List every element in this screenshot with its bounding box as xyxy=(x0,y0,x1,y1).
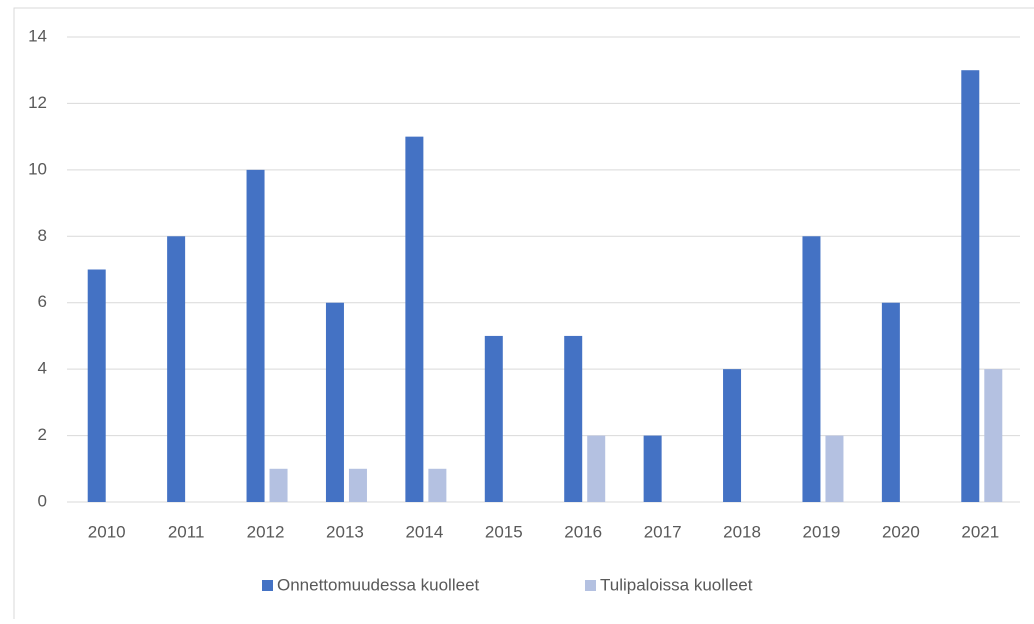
x-tick-label: 2017 xyxy=(644,522,682,541)
y-tick-label: 10 xyxy=(28,159,47,178)
bar xyxy=(961,70,980,502)
legend-swatch xyxy=(585,580,596,591)
x-tick-label: 2015 xyxy=(485,522,523,541)
bar xyxy=(484,335,503,502)
bar xyxy=(825,435,844,502)
bar xyxy=(984,369,1003,502)
x-tick-label: 2018 xyxy=(723,522,761,541)
bar xyxy=(348,468,367,502)
chart-frame xyxy=(13,7,1034,624)
bar xyxy=(246,169,265,502)
x-tick-label: 2020 xyxy=(882,522,920,541)
legend-label: Onnettomuudessa kuolleet xyxy=(277,575,480,594)
y-tick-label: 14 xyxy=(28,26,47,45)
bar xyxy=(564,335,583,502)
y-tick-label: 4 xyxy=(38,359,47,378)
bar xyxy=(269,468,288,502)
bar xyxy=(643,435,662,502)
x-tick-label: 2021 xyxy=(961,522,999,541)
x-tick-label: 2010 xyxy=(88,522,126,541)
x-tick-label: 2019 xyxy=(803,522,841,541)
x-tick-label: 2016 xyxy=(564,522,602,541)
legend-swatch xyxy=(262,580,273,591)
bar xyxy=(167,236,186,503)
y-tick-label: 8 xyxy=(38,226,47,245)
x-tick-label: 2013 xyxy=(326,522,364,541)
bar xyxy=(723,369,742,502)
bar xyxy=(802,236,821,503)
y-tick-label: 6 xyxy=(38,292,47,311)
x-tick-label: 2011 xyxy=(168,522,205,541)
y-tick-label: 0 xyxy=(38,491,47,510)
y-tick-label: 12 xyxy=(28,93,47,112)
bar xyxy=(881,302,900,502)
x-tick-label: 2012 xyxy=(247,522,285,541)
bar xyxy=(87,269,106,502)
x-tick-label: 2014 xyxy=(405,522,443,541)
bar xyxy=(325,302,344,502)
bar xyxy=(587,435,606,502)
legend-label: Tulipaloissa kuolleet xyxy=(600,575,753,594)
bar xyxy=(428,468,447,502)
y-tick-label: 2 xyxy=(38,425,47,444)
bar xyxy=(405,136,424,502)
